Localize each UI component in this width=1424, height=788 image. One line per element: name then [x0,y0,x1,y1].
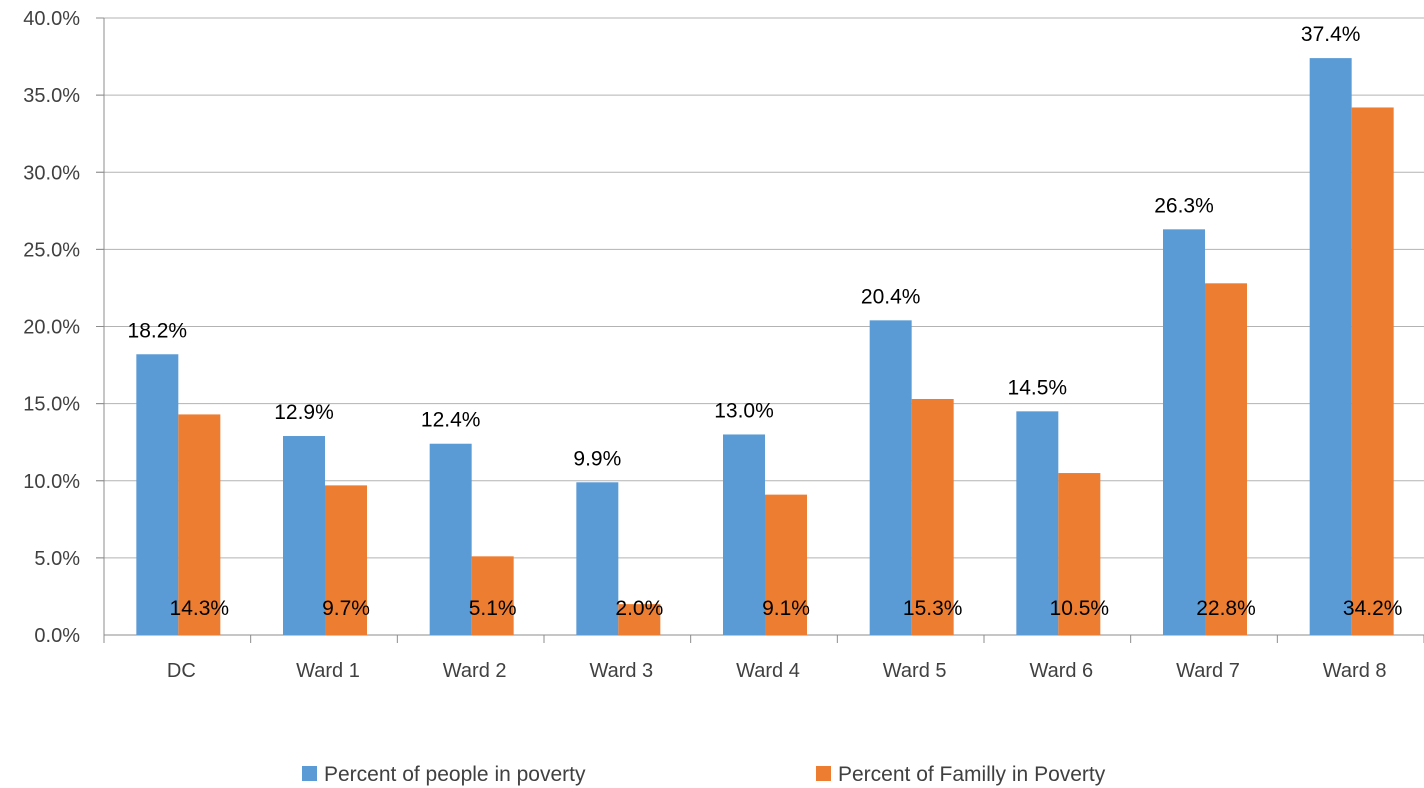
bars [136,58,1394,636]
bar-family-poverty [178,414,221,635]
y-tick-label: 20.0% [23,317,80,339]
bar-people-poverty [869,320,912,635]
data-labels: 18.2% 14.3% 12.9% 9.7% 12.4% 5.1% 9.9% 2.0% 13.0… [128,23,1403,620]
bar-people-poverty [429,443,472,635]
y-tick-label: 25.0% [23,239,80,261]
data-label-people: 20.4% [861,285,921,308]
x-tick-label: Ward 1 [296,660,360,682]
data-label-people: 14.5% [1008,376,1068,399]
data-label-family: 5.1% [469,597,517,620]
bar-people-poverty [283,436,325,635]
x-tick-label: DC [167,660,196,682]
x-tick-label: Ward 3 [589,660,653,682]
bar-family-poverty [618,604,661,635]
bar-family-poverty [1058,473,1101,635]
y-tick-label: 30.0% [23,162,80,184]
bar-people-poverty [1309,58,1352,636]
y-tick-label: 40.0% [23,8,80,30]
x-tick-label: Ward 4 [736,660,800,682]
data-label-people: 13.0% [714,399,774,422]
data-label-family: 9.1% [762,597,810,620]
data-label-family: 10.5% [1050,597,1110,620]
axes: 0.0% 5.0% 10.0% 15.0% 20.0% 25.0% 30.0% 35.0% 40… [23,8,1424,682]
bar-family-poverty [911,398,954,635]
x-tick-label: Ward 7 [1176,660,1240,682]
y-tick-label: 35.0% [23,85,80,107]
x-tick-label: Ward 5 [883,660,947,682]
bar-people-poverty [136,354,179,635]
bar-people-poverty [723,434,765,635]
legend-label-family: Percent of Familly in Poverty [838,763,1106,786]
data-label-family: 34.2% [1343,597,1403,620]
data-label-people: 18.2% [128,319,188,342]
x-tick-label: Ward 2 [443,660,507,682]
y-tick-label: 15.0% [23,394,80,416]
data-label-family: 15.3% [903,597,963,620]
x-tick-label: Ward 6 [1029,660,1093,682]
bar-family-poverty [1205,283,1247,635]
bar-family-poverty [1351,107,1394,636]
data-label-people: 37.4% [1301,23,1361,46]
legend-label-people: Percent of people in poverty [324,763,586,786]
y-tick-label: 10.0% [23,471,80,493]
y-tick-label: 0.0% [34,625,80,647]
bar-people-poverty [1163,229,1205,635]
data-label-family: 9.7% [322,597,370,620]
data-label-people: 12.9% [274,401,334,424]
bar-family-poverty [471,556,514,635]
x-tick-label: Ward 8 [1323,660,1387,682]
legend-swatch-family [816,766,831,781]
bar-family-poverty [765,494,807,635]
data-label-people: 12.4% [421,409,481,432]
bar-people-poverty [576,482,619,635]
data-label-family: 2.0% [615,597,663,620]
data-label-people: 26.3% [1154,194,1214,217]
legend: Percent of people in poverty Percent of F… [302,763,1106,786]
data-label-people: 9.9% [573,447,621,470]
legend-swatch-people [302,766,317,781]
y-tick-label: 5.0% [34,548,80,570]
data-label-family: 14.3% [170,597,230,620]
bar-family-poverty [325,485,367,635]
data-label-family: 22.8% [1196,597,1256,620]
bar-people-poverty [1016,411,1059,635]
